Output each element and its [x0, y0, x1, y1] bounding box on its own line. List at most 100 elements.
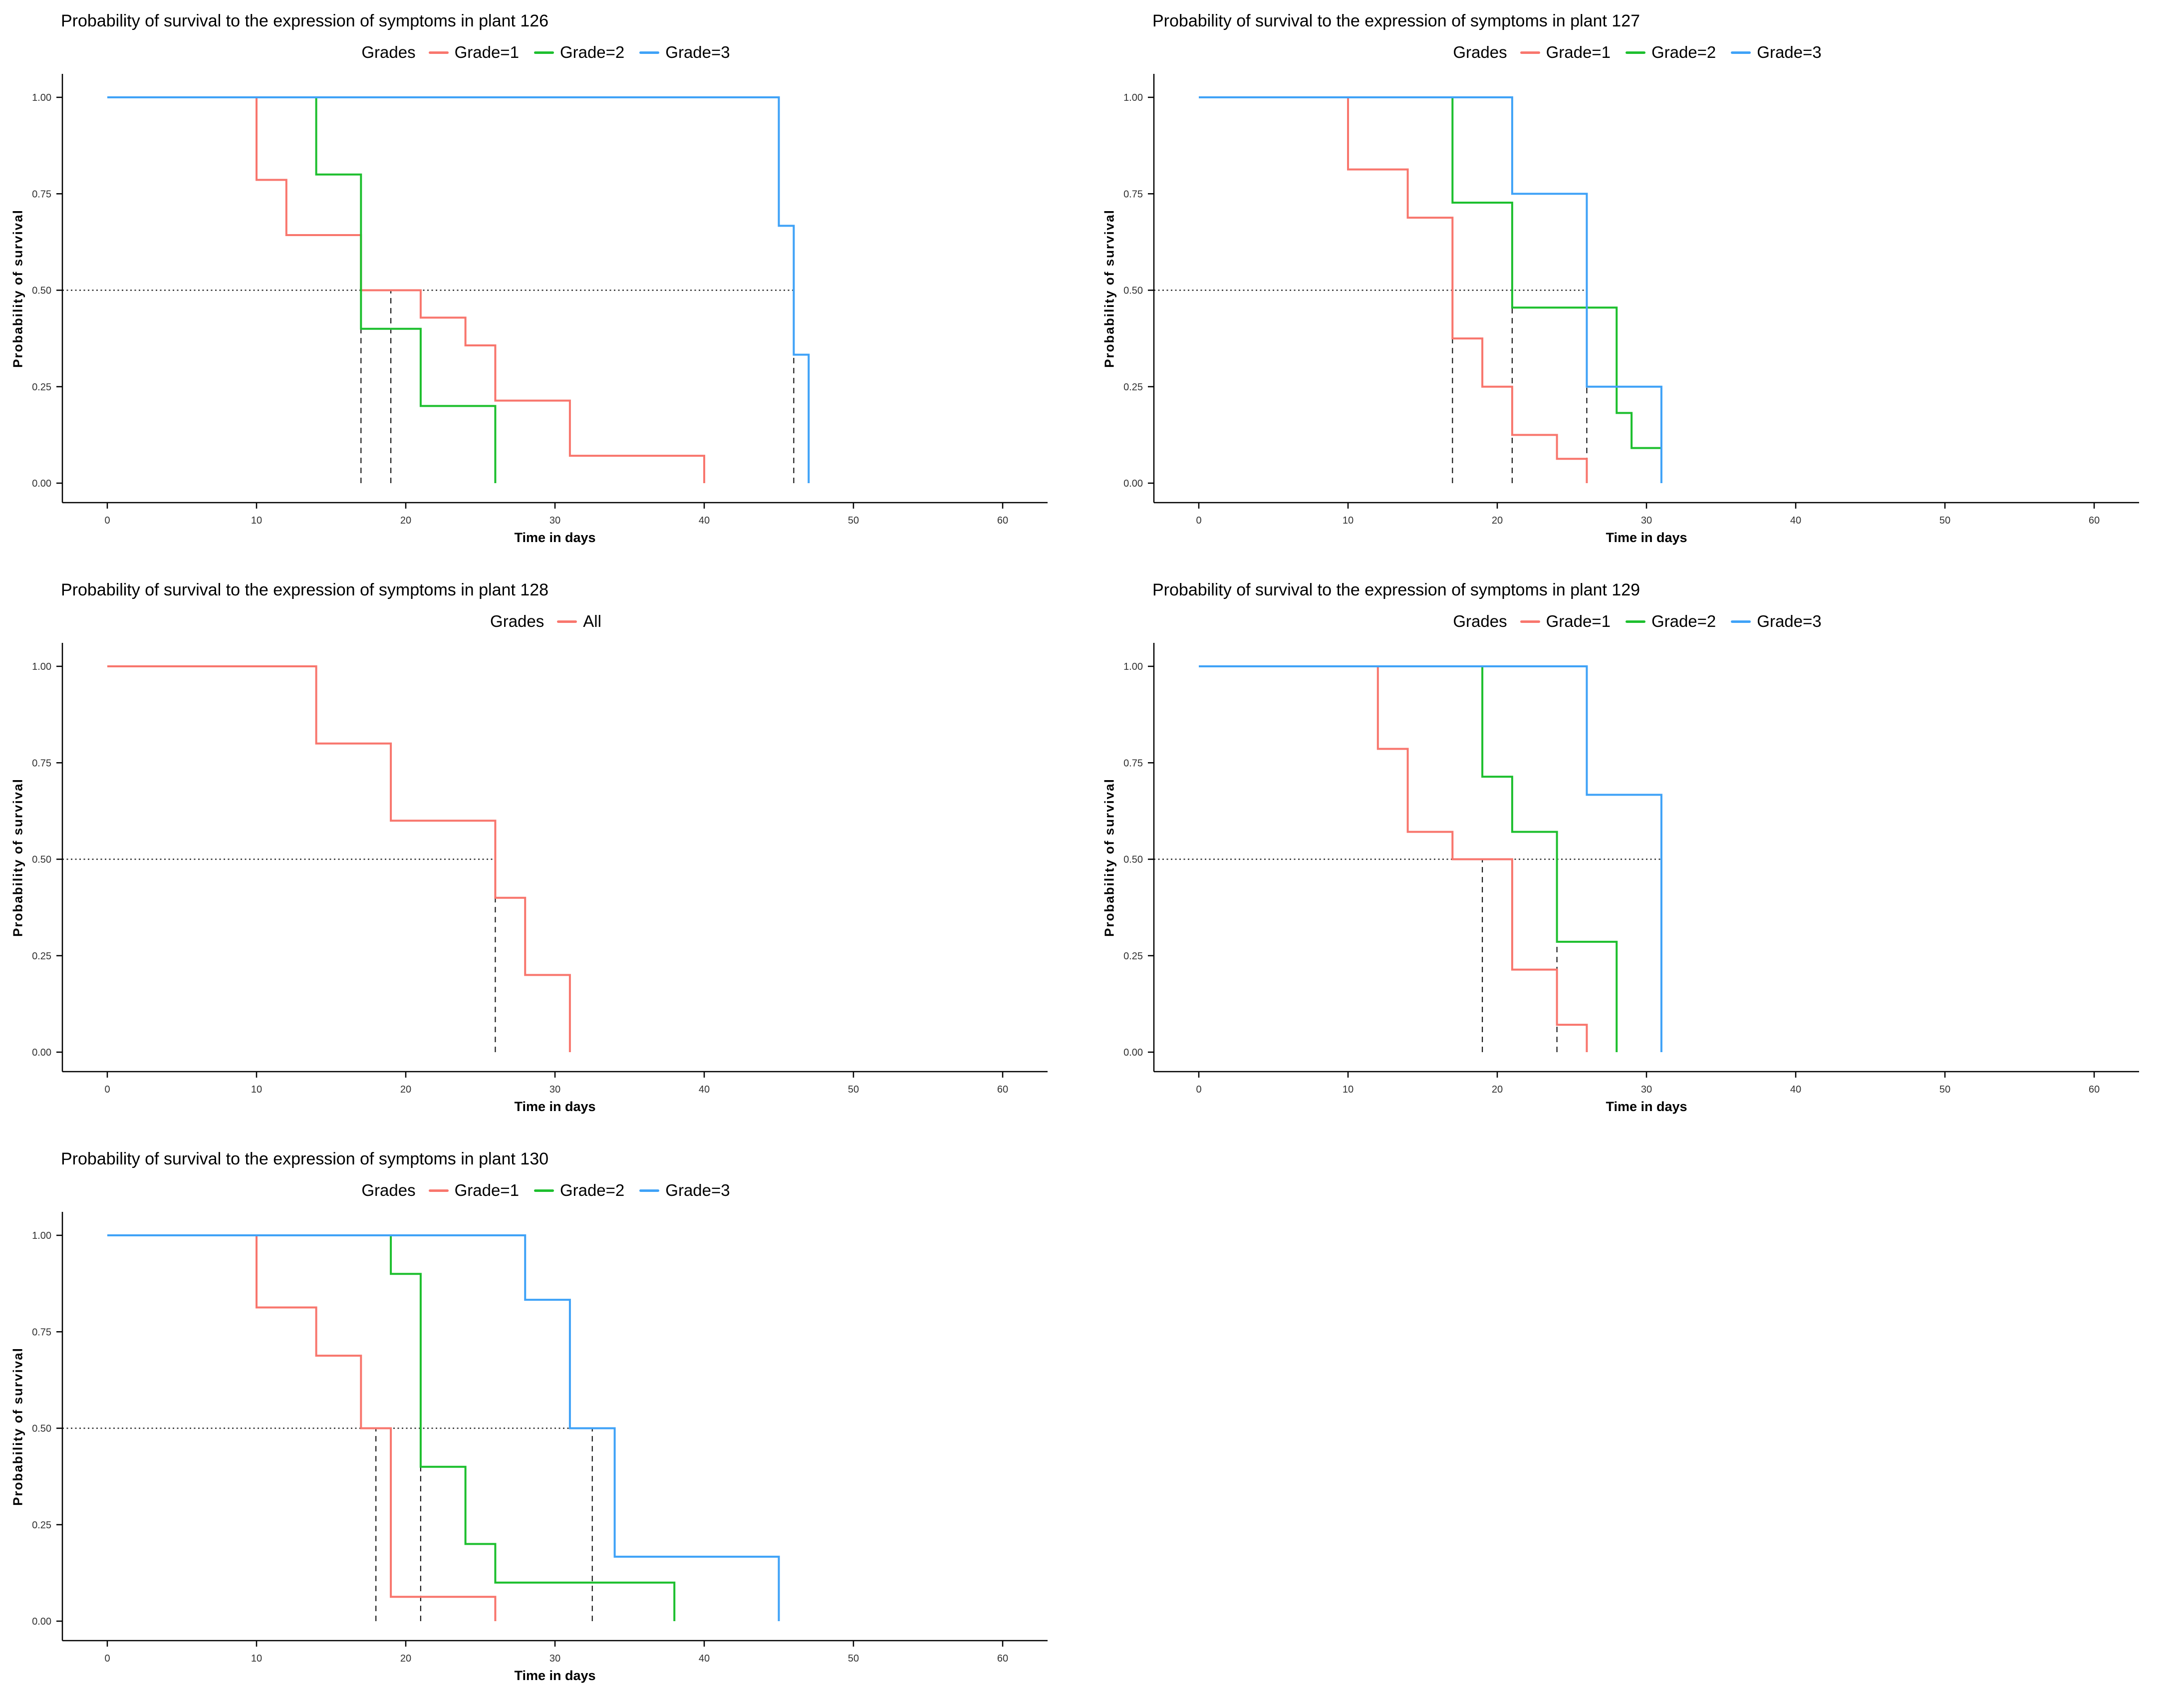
survival-curve-grade-1: [1199, 96, 1588, 483]
legend-item-grade-1: Grade=1: [1520, 43, 1611, 62]
legend-item-grade-2: Grade=2: [534, 43, 624, 62]
legend-label: Grade=2: [1651, 612, 1716, 630]
y-tick-label: 0.00: [1123, 1047, 1143, 1058]
plot-title: Probability of survival to the expressio…: [61, 1149, 549, 1168]
y-tick-label: 0.25: [1123, 382, 1143, 393]
x-tick-label: 20: [400, 1653, 411, 1664]
survival-curve-grade-1: [1199, 665, 1588, 1052]
plot-legend: Grades Grade=1 Grade=2 Grade=3: [0, 1181, 1092, 1200]
y-tick-label: 1.00: [1123, 661, 1143, 672]
legend-key-all-line-icon: [557, 620, 577, 623]
y-axis-title: Probability of survival: [1101, 209, 1117, 368]
x-tick-label: 40: [699, 1653, 710, 1664]
x-tick-label: 30: [549, 515, 560, 526]
legend-title: Grades: [1453, 612, 1507, 630]
legend-key-grade-2-line-icon: [534, 51, 554, 54]
legend-label: Grade=1: [454, 43, 519, 61]
survival-chart-plant-127: 0 10 20 30 40 50 60 0.00 0.25 0.50 0.75 1.00: [1123, 74, 2139, 526]
y-tick-label: 0.25: [32, 951, 51, 962]
x-tick-label: 50: [848, 1653, 859, 1664]
survival-panel-plant-127: 0 10 20 30 40 50 60 0.00 0.25 0.50 0.75 1.00 Probab…: [1092, 0, 2183, 569]
survival-curve-grade-3: [1199, 665, 1662, 1052]
legend-label: Grade=1: [1546, 43, 1611, 61]
legend-item-grade-3: Grade=3: [1731, 43, 1822, 62]
y-tick-label: 0.75: [32, 758, 51, 769]
y-tick-label: 0.00: [32, 1047, 51, 1058]
x-tick-label: 50: [1939, 1084, 1950, 1095]
survival-curve-grade-3: [1199, 96, 1662, 483]
y-tick-label: 0.75: [32, 189, 51, 200]
y-tick-label: 0.50: [32, 854, 51, 865]
x-tick-label: 10: [251, 1084, 262, 1095]
legend-key-grade-1-line-icon: [1520, 620, 1540, 623]
legend-label: Grade=3: [1757, 43, 1822, 61]
survival-curve-grade-2: [1199, 96, 1661, 449]
x-tick-label: 0: [104, 515, 110, 526]
legend-key-grade-2-line-icon: [1625, 620, 1645, 623]
legend-item-all: All: [557, 612, 601, 631]
x-tick-label: 30: [1641, 1084, 1652, 1095]
y-tick-label: 0.50: [1123, 285, 1143, 296]
legend-key-grade-1-line-icon: [428, 51, 449, 54]
legend-item-grade-1: Grade=1: [1520, 612, 1611, 631]
x-tick-label: 50: [848, 515, 859, 526]
x-tick-label: 30: [1641, 515, 1652, 526]
x-tick-label: 40: [1790, 1084, 1801, 1095]
y-tick-label: 0.00: [1123, 478, 1143, 489]
y-tick-label: 0.75: [1123, 758, 1143, 769]
survival-chart-plant-128: 0 10 20 30 40 50 60 0.00 0.25 0.50 0.75 1.00: [32, 643, 1048, 1095]
legend-title: Grades: [361, 1181, 416, 1199]
x-tick-label: 30: [549, 1653, 560, 1664]
y-tick-label: 0.50: [32, 285, 51, 296]
plot-title: Probability of survival to the expressio…: [61, 580, 549, 599]
legend-label: Grade=1: [454, 1181, 519, 1199]
legend-label: Grade=3: [665, 1181, 730, 1199]
x-axis-title: Time in days: [1606, 1099, 1687, 1114]
x-axis-title: Time in days: [1606, 530, 1687, 545]
legend-label: Grade=3: [665, 43, 730, 61]
y-axis-title: Probability of survival: [1101, 778, 1117, 937]
x-tick-label: 0: [104, 1653, 110, 1664]
survival-curve-grade-1: [107, 96, 705, 483]
y-tick-label: 1.00: [32, 1230, 51, 1241]
x-tick-label: 10: [251, 515, 262, 526]
plot-legend: Grades Grade=1 Grade=2 Grade=3: [0, 43, 1092, 62]
x-tick-label: 60: [997, 1084, 1008, 1095]
legend-item-grade-2: Grade=2: [1625, 43, 1716, 62]
legend-label: Grade=3: [1757, 612, 1822, 630]
x-tick-label: 30: [549, 1084, 560, 1095]
x-tick-label: 50: [1939, 515, 1950, 526]
survival-curve-all: [107, 665, 571, 1052]
x-tick-label: 20: [400, 515, 411, 526]
survival-panel-plant-130: 0 10 20 30 40 50 60 0.00 0.25 0.50 0.75 1.00 Probab…: [0, 1138, 1092, 1707]
x-tick-label: 50: [848, 1084, 859, 1095]
legend-key-grade-1-line-icon: [428, 1189, 449, 1192]
plot-legend: Grades Grade=1 Grade=2 Grade=3: [1092, 612, 2183, 631]
x-tick-label: 0: [104, 1084, 110, 1095]
plot-title: Probability of survival to the expressio…: [1152, 580, 1640, 599]
x-tick-label: 20: [1492, 515, 1503, 526]
legend-item-grade-3: Grade=3: [639, 43, 730, 62]
legend-key-grade-2-line-icon: [1625, 51, 1645, 54]
survival-panel-plant-128: 0 10 20 30 40 50 60 0.00 0.25 0.50 0.75 1.00 Probab…: [0, 569, 1092, 1138]
survival-curve-grade-3: [107, 1234, 780, 1621]
y-tick-label: 0.25: [1123, 951, 1143, 962]
y-tick-label: 0.50: [1123, 854, 1143, 865]
y-tick-label: 0.00: [32, 478, 51, 489]
legend-key-grade-3-line-icon: [639, 1189, 660, 1192]
plot-title: Probability of survival to the expressio…: [61, 11, 549, 30]
y-tick-label: 0.75: [1123, 189, 1143, 200]
legend-item-grade-1: Grade=1: [428, 1181, 519, 1200]
x-tick-label: 10: [1343, 515, 1354, 526]
x-tick-label: 60: [2089, 1084, 2100, 1095]
plot-legend: Grades Grade=1 Grade=2 Grade=3: [1092, 43, 2183, 62]
legend-item-grade-1: Grade=1: [428, 43, 519, 62]
y-tick-label: 0.75: [32, 1327, 51, 1338]
legend-item-grade-3: Grade=3: [1731, 612, 1822, 631]
survival-chart-plant-130: 0 10 20 30 40 50 60 0.00 0.25 0.50 0.75 1.00: [32, 1212, 1048, 1664]
legend-label: Grade=2: [559, 1181, 625, 1199]
survival-curve-grade-2: [107, 1234, 676, 1621]
x-axis-title: Time in days: [514, 1099, 596, 1114]
legend-key-grade-3-line-icon: [1731, 620, 1751, 623]
